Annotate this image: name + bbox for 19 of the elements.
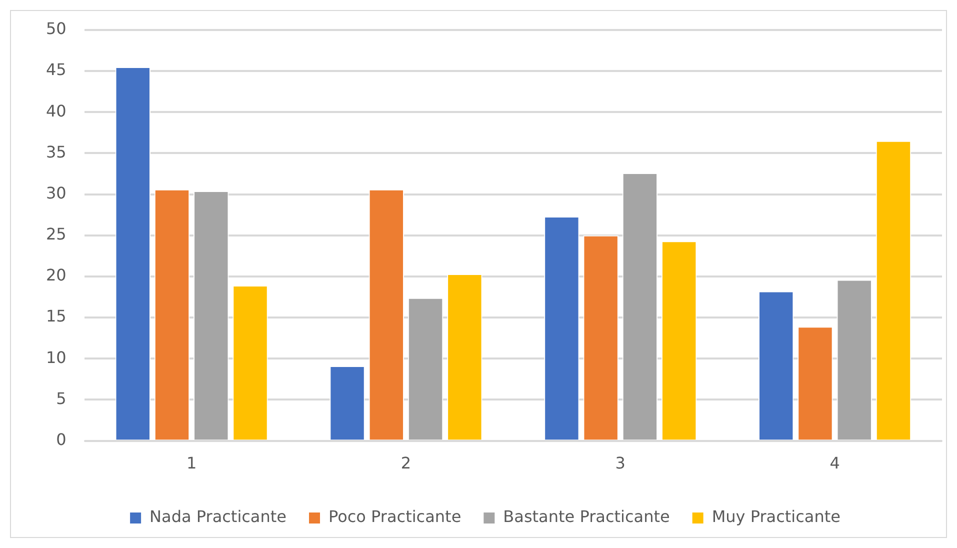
x-tick-label: 2 [400, 454, 412, 473]
y-tick-label: 20 [46, 266, 66, 285]
y-tick-label: 40 [46, 101, 66, 120]
y-tick-label: 0 [56, 430, 66, 449]
y-tick-label: 10 [46, 348, 66, 367]
x-tick-label: 4 [830, 454, 840, 473]
y-tick-label: 35 [46, 142, 66, 162]
legend-label: Bastante Practicante [503, 507, 670, 526]
y-tick-label: 25 [46, 224, 66, 244]
x-tick-label: 1 [186, 454, 197, 473]
y-tick-label: 50 [46, 19, 66, 38]
x-tick-label: 3 [615, 454, 626, 473]
legend-label: Muy Practicante [712, 507, 840, 526]
legend-label: Nada Practicante [150, 507, 287, 526]
y-tick-label: 15 [46, 306, 66, 326]
y-tick-label: 5 [56, 388, 66, 408]
legend-label: Poco Practicante [328, 507, 462, 526]
y-tick-label: 45 [46, 60, 66, 80]
y-tick-label: 30 [46, 183, 66, 202]
